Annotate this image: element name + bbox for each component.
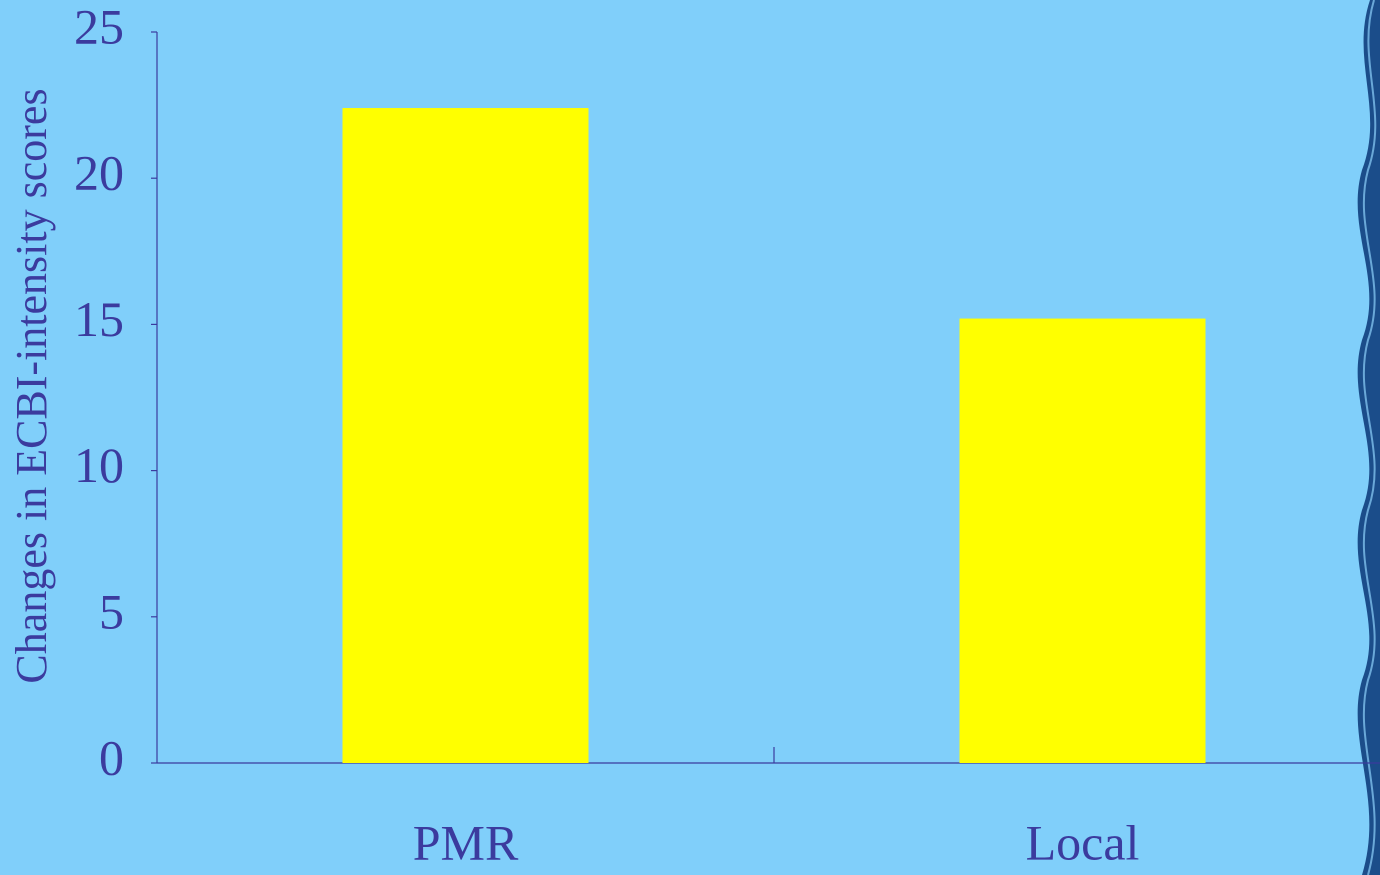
y-tick-label: 15 xyxy=(74,291,124,347)
bar xyxy=(959,318,1206,763)
y-tick-label: 0 xyxy=(99,729,124,785)
wave-highlight xyxy=(1362,0,1377,875)
x-tick-label: Local xyxy=(1026,814,1140,870)
bar xyxy=(342,108,589,764)
y-axis-label: Changes in ECBI-intensity scores xyxy=(7,88,56,683)
y-tick-label: 10 xyxy=(74,437,124,493)
y-tick-label: 20 xyxy=(74,145,124,201)
y-tick-label: 25 xyxy=(74,0,124,54)
y-tick-label: 5 xyxy=(99,583,124,639)
x-tick-label: PMR xyxy=(413,814,519,870)
